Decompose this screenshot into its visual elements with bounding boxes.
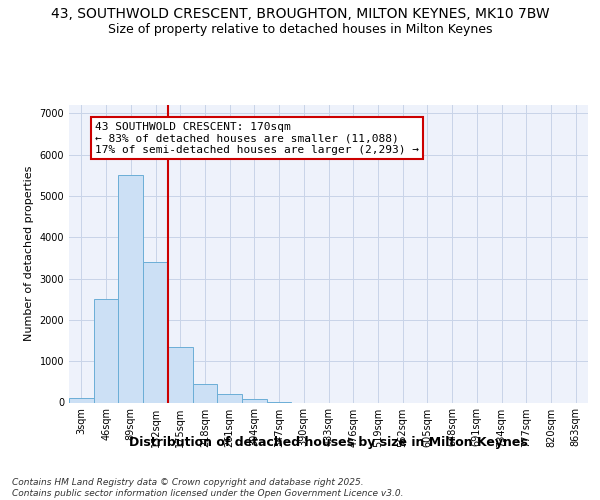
Text: 43 SOUTHWOLD CRESCENT: 170sqm
← 83% of detached houses are smaller (11,088)
17% : 43 SOUTHWOLD CRESCENT: 170sqm ← 83% of d… <box>95 122 419 154</box>
Bar <box>217 394 242 402</box>
Bar <box>69 398 94 402</box>
Bar <box>168 346 193 403</box>
Y-axis label: Number of detached properties: Number of detached properties <box>24 166 34 342</box>
Bar <box>143 262 168 402</box>
Bar <box>242 399 267 402</box>
Text: Distribution of detached houses by size in Milton Keynes: Distribution of detached houses by size … <box>130 436 528 449</box>
Text: 43, SOUTHWOLD CRESCENT, BROUGHTON, MILTON KEYNES, MK10 7BW: 43, SOUTHWOLD CRESCENT, BROUGHTON, MILTO… <box>50 8 550 22</box>
Bar <box>118 175 143 402</box>
Bar <box>94 299 118 403</box>
Text: Size of property relative to detached houses in Milton Keynes: Size of property relative to detached ho… <box>108 22 492 36</box>
Text: Contains HM Land Registry data © Crown copyright and database right 2025.
Contai: Contains HM Land Registry data © Crown c… <box>12 478 404 498</box>
Bar <box>193 384 217 402</box>
